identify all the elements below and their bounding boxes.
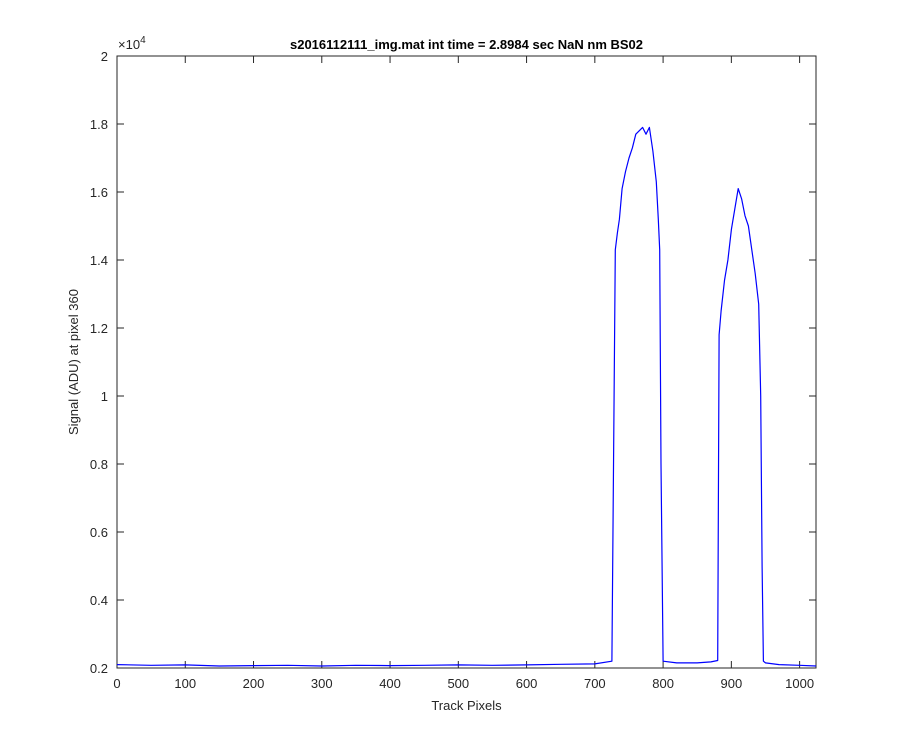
x-tick-label: 1000: [785, 676, 814, 691]
x-tick-label: 300: [311, 676, 333, 691]
y-exponent-base: ×10: [118, 37, 140, 52]
axis-tick-labels: 0 100 200 300 400 500 600 700 800 900 1000 0.2 0.4 0.…: [90, 49, 814, 691]
y-tick-label: 0.2: [90, 661, 108, 676]
x-tick-label: 500: [447, 676, 469, 691]
x-tick-label: 700: [584, 676, 606, 691]
y-tick-label: 0.8: [90, 457, 108, 472]
y-tick-label: 0.4: [90, 593, 108, 608]
y-exponent-power: 4: [140, 35, 146, 46]
x-tick-label: 900: [721, 676, 743, 691]
x-tick-label: 0: [113, 676, 120, 691]
y-tick-label: 1.2: [90, 321, 108, 336]
x-tick-label: 400: [379, 676, 401, 691]
y-axis-label: Signal (ADU) at pixel 360: [66, 289, 81, 435]
axis-ticks: [116, 55, 816, 669]
x-axis-label: Track Pixels: [431, 698, 502, 713]
y-tick-label: 2: [101, 49, 108, 64]
y-tick-label: 1.4: [90, 253, 108, 268]
x-tick-label: 600: [516, 676, 538, 691]
y-tick-label: 1.8: [90, 117, 108, 132]
chart-title: s2016112111_img.mat int time = 2.8984 se…: [290, 37, 643, 52]
plot-area: [116, 55, 817, 669]
series-layer: [116, 126, 817, 667]
y-tick-label: 1: [101, 389, 108, 404]
x-tick-label: 800: [652, 676, 674, 691]
y-tick-label: 0.6: [90, 525, 108, 540]
y-exponent-label: ×104: [118, 35, 146, 52]
data-series-line: [116, 126, 817, 667]
y-tick-label: 1.6: [90, 185, 108, 200]
x-tick-label: 100: [174, 676, 196, 691]
x-tick-label: 200: [243, 676, 265, 691]
